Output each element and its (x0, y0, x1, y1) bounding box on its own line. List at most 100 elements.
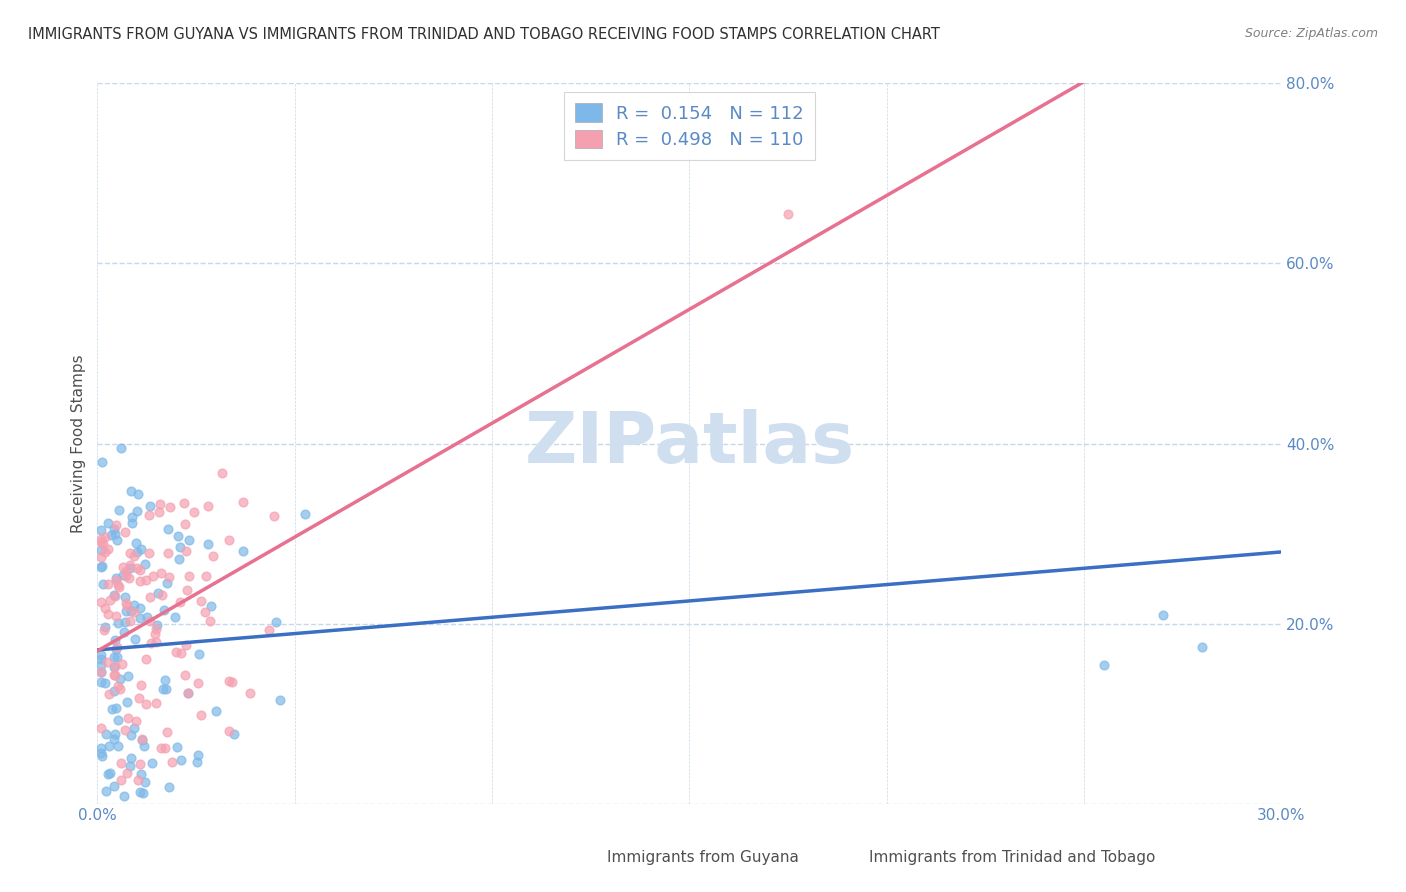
Point (94, 726, 117, 740)
Point (148, 505, 170, 519)
Point (90, 675, 112, 690)
Point (177, 685, 200, 699)
Point (122, 598, 145, 612)
Point (153, 673, 176, 688)
Point (155, 681, 177, 696)
Point (141, 756, 163, 771)
Point (105, 640, 128, 654)
Point (145, 697, 167, 711)
Point (114, 525, 136, 540)
Point (125, 544, 148, 558)
Point (138, 545, 160, 559)
Point (120, 751, 142, 765)
Point (104, 571, 127, 585)
Point (117, 711, 139, 725)
Point (104, 589, 127, 603)
Point (103, 668, 125, 682)
Point (197, 499, 219, 513)
Point (143, 627, 166, 641)
Point (188, 647, 211, 661)
Point (108, 580, 131, 594)
Text: Immigrants from Trinidad and Tobago: Immigrants from Trinidad and Tobago (869, 850, 1156, 865)
Point (90, 534, 112, 549)
Point (96, 656, 118, 670)
Point (129, 757, 152, 772)
Point (90, 549, 112, 564)
Point (118, 614, 141, 628)
Point (104, 608, 127, 623)
Point (129, 610, 152, 624)
Point (200, 599, 222, 613)
Point (90, 651, 112, 665)
Point (90, 595, 112, 609)
Point (90, 749, 112, 764)
Point (107, 615, 129, 630)
Point (114, 723, 136, 737)
Point (90, 532, 112, 546)
Point (134, 775, 156, 789)
Point (129, 563, 152, 577)
Point (118, 560, 141, 574)
Point (120, 484, 142, 499)
Point (198, 614, 221, 628)
Y-axis label: Receiving Food Stamps: Receiving Food Stamps (72, 354, 86, 533)
Point (98, 739, 121, 753)
Point (186, 755, 208, 769)
Point (115, 569, 138, 583)
Point (90, 559, 112, 574)
Point (114, 615, 136, 629)
Point (110, 673, 132, 687)
Point (112, 625, 135, 640)
Point (190, 593, 212, 607)
Point (97, 767, 120, 781)
Point (204, 704, 226, 718)
Point (100, 527, 122, 541)
Point (173, 517, 195, 532)
Point (114, 596, 136, 610)
Point (138, 508, 160, 522)
Point (100, 702, 122, 716)
Point (135, 697, 157, 711)
Point (97, 576, 120, 591)
Point (124, 632, 146, 647)
Point (131, 767, 153, 781)
Point (149, 740, 172, 755)
Point (121, 727, 143, 741)
Point (145, 622, 167, 636)
Point (163, 610, 186, 624)
Point (91, 454, 114, 468)
Point (145, 635, 167, 649)
Point (104, 527, 127, 541)
Point (112, 560, 135, 574)
Point (194, 568, 217, 582)
Point (257, 623, 280, 637)
Point (122, 605, 145, 619)
Point (127, 773, 149, 788)
Point (115, 599, 138, 613)
Point (128, 691, 150, 706)
Point (167, 529, 190, 543)
Point (150, 588, 173, 602)
Point (141, 636, 163, 650)
Point (263, 508, 285, 523)
Point (218, 533, 240, 548)
Point (153, 603, 176, 617)
Point (110, 756, 132, 770)
Point (156, 546, 179, 560)
Point (98, 592, 121, 607)
Point (103, 588, 125, 602)
Point (166, 740, 188, 755)
Point (103, 659, 125, 673)
Point (114, 564, 136, 578)
Legend: R =  0.154   N = 112, R =  0.498   N = 110: R = 0.154 N = 112, R = 0.498 N = 110 (564, 93, 815, 160)
Point (90, 657, 112, 672)
Point (145, 618, 167, 632)
Text: ZIPatlas: ZIPatlas (524, 409, 855, 478)
Point (170, 754, 193, 768)
Point (149, 497, 172, 511)
Point (125, 535, 148, 549)
Point (90, 543, 112, 558)
Point (146, 586, 169, 600)
Point (183, 505, 205, 519)
Point (159, 780, 181, 794)
